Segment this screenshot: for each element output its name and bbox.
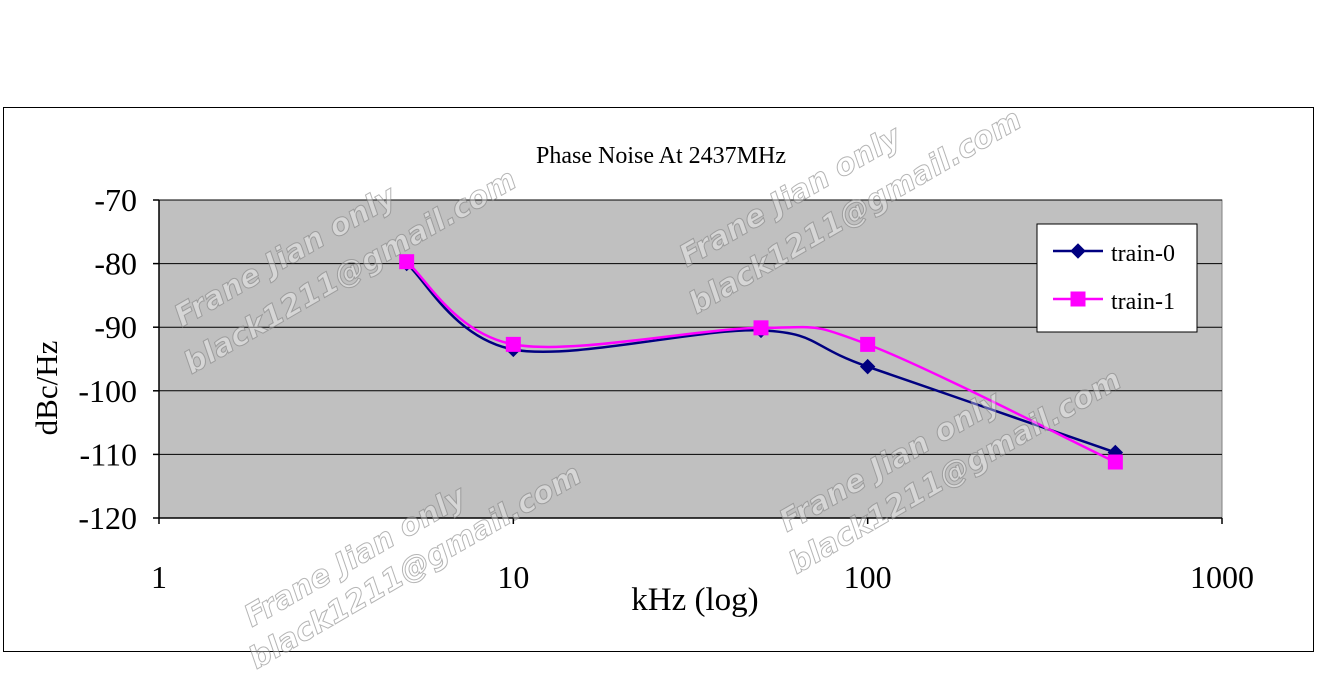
x-tick-label-2: 100 [844, 559, 892, 595]
legend-marker-train-1 [1070, 291, 1086, 307]
y-tick-labels: -70 -80 -90 -100 -110 -120 [78, 182, 159, 536]
data-point-train-1-2 [753, 320, 769, 336]
data-point-train-1-1 [505, 336, 521, 352]
legend-label-train-0: train-0 [1111, 241, 1175, 267]
data-point-train-0-3 [859, 358, 876, 375]
y-tick-label-4: -110 [80, 436, 137, 472]
y-tick-label-3: -100 [78, 373, 137, 409]
data-point-train-1-0 [399, 254, 415, 270]
y-tick-label-5: -120 [78, 500, 137, 536]
chart-title: Phase Noise At 2437MHz [536, 143, 786, 169]
x-tick-label-0: 1 [151, 559, 167, 595]
x-tick-label-3: 1000 [1190, 559, 1254, 595]
x-axis-label: kHz (log) [631, 582, 758, 618]
legend: train-0 train-1 [1036, 223, 1198, 333]
x-tick-labels: 1 10 100 1000 [151, 518, 1254, 595]
y-tick-label-2: -90 [94, 309, 137, 345]
grid-lines [159, 199, 1222, 455]
y-tick-label-0: -70 [94, 182, 137, 218]
x-tick-label-1: 10 [497, 559, 529, 595]
axes [158, 200, 1222, 519]
y-axis-label: dBc/Hz [29, 341, 64, 436]
series-group [398, 254, 1124, 470]
data-point-train-1-4 [1107, 454, 1123, 470]
series-train-1 [399, 254, 1123, 470]
legend-marker-train-0 [1070, 243, 1086, 259]
data-point-train-1-3 [860, 336, 876, 352]
legend-label-train-1: train-1 [1111, 289, 1175, 315]
legend-box [1036, 223, 1198, 333]
y-tick-label-1: -80 [94, 246, 137, 282]
